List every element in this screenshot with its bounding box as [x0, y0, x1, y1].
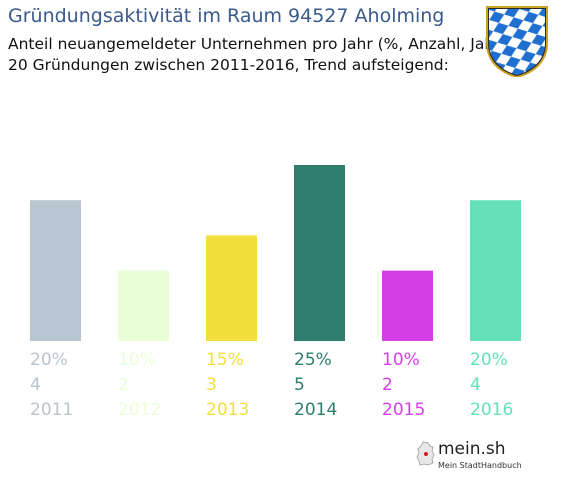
percent-label: 20%	[30, 350, 68, 370]
bavarian-crest-icon	[486, 6, 548, 77]
bar-2011	[30, 200, 81, 341]
bar-2012	[118, 270, 169, 341]
year-label: 2013	[206, 400, 249, 420]
percent-label: 10%	[382, 350, 420, 370]
bar-2013	[206, 235, 257, 341]
page-title: Gründungsaktivität im Raum 94527 Aholmin…	[8, 5, 445, 27]
bar-2016	[470, 200, 521, 341]
count-label: 4	[470, 375, 481, 395]
chart-summary: 20 Gründungen zwischen 2011-2016, Trend …	[8, 56, 449, 74]
count-label: 2	[118, 375, 129, 395]
percent-label: 10%	[118, 350, 156, 370]
count-label: 2	[382, 375, 393, 395]
brand-tagline: Mein StadtHandbuch	[438, 461, 522, 470]
germany-map-icon	[416, 441, 435, 466]
percent-label: 15%	[206, 350, 244, 370]
year-label: 2014	[294, 400, 337, 420]
year-label: 2011	[30, 400, 73, 420]
chart-subtitle: Anteil neuangemeldeter Unternehmen pro J…	[8, 35, 507, 53]
brand-logo[interactable]: mein.sh Mein StadtHandbuch	[416, 437, 526, 477]
percent-label: 25%	[294, 350, 332, 370]
count-label: 3	[206, 375, 217, 395]
bar-2015	[382, 270, 433, 341]
year-label: 2015	[382, 400, 425, 420]
percent-label: 20%	[470, 350, 508, 370]
year-label: 2012	[118, 400, 161, 420]
brand-name: mein.sh	[438, 439, 506, 459]
count-label: 4	[30, 375, 41, 395]
count-label: 5	[294, 375, 305, 395]
year-label: 2016	[470, 400, 513, 420]
bar-2014	[294, 165, 345, 341]
